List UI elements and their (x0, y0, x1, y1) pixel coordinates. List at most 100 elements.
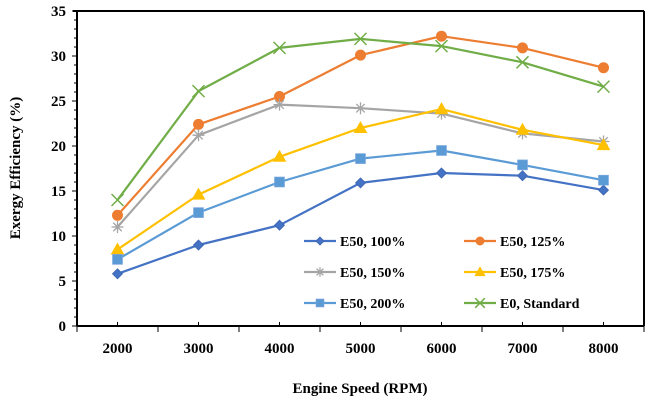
triangle-marker (272, 149, 287, 162)
legend: E50, 100% E50, 125% E50, 150% E50, 175% E50,… (304, 235, 580, 312)
data-point (274, 176, 285, 188)
y-axis-title: Exergy Efficiency (%) (8, 97, 24, 239)
square-marker (193, 207, 204, 218)
data-point (111, 268, 124, 280)
data-point (111, 221, 124, 233)
data-point (354, 102, 367, 115)
y-tick-label: 0 (59, 319, 67, 335)
data-point (515, 55, 530, 69)
series-layer (110, 30, 611, 280)
legend-marker (475, 236, 485, 246)
circle-marker (517, 42, 528, 54)
circle-marker (355, 49, 366, 61)
data-point (515, 122, 530, 135)
square-marker (315, 298, 325, 308)
asterisk-marker (111, 221, 124, 233)
square-marker (598, 174, 609, 186)
legend-item: E50, 100% (304, 235, 405, 250)
y-tick-label: 20 (51, 139, 66, 155)
data-point (192, 239, 205, 251)
data-point (516, 170, 529, 182)
y-tick-label: 5 (59, 274, 67, 290)
circle-marker (598, 62, 609, 74)
circle-marker (112, 209, 123, 221)
data-point (597, 184, 610, 196)
data-point (273, 219, 286, 231)
data-point (112, 254, 123, 265)
circle-marker (436, 30, 447, 42)
legend-label: E50, 125% (500, 235, 565, 250)
x-tick-label: 3000 (184, 341, 214, 357)
y-tick-label: 10 (51, 229, 66, 245)
x-marker (191, 84, 206, 98)
data-point (193, 207, 204, 218)
diamond-marker (315, 236, 325, 246)
asterisk-marker (315, 267, 325, 277)
x-marker (353, 32, 368, 46)
data-point (272, 149, 287, 162)
x-marker (515, 55, 530, 69)
square-marker (517, 159, 528, 171)
series-e50-100 (111, 167, 610, 280)
square-marker (436, 145, 447, 156)
series-e50-175 (110, 102, 611, 255)
x-tick-label: 2000 (103, 341, 133, 357)
data-point (354, 177, 367, 189)
series-e50-150 (111, 98, 610, 233)
axes (72, 10, 645, 332)
square-marker (355, 153, 366, 164)
y-tick-labels: 0 5 10 15 20 25 30 35 (51, 4, 66, 335)
x-marker (596, 80, 611, 94)
legend-label: E0, Standard (500, 297, 580, 312)
series-e50-200 (112, 145, 609, 265)
data-point (598, 174, 609, 186)
legend-label: E50, 200% (340, 297, 405, 312)
data-point (596, 80, 611, 94)
legend-label: E50, 175% (500, 266, 565, 281)
diamond-marker (435, 167, 448, 179)
triangle-marker (474, 266, 486, 277)
diamond-marker (273, 219, 286, 231)
x-tick-label: 7000 (508, 341, 538, 357)
square-marker (274, 176, 285, 188)
legend-item: E0, Standard (464, 297, 580, 312)
x-marker (474, 297, 486, 309)
legend-item: E50, 200% (304, 297, 405, 312)
square-marker (112, 254, 123, 265)
data-point (192, 129, 205, 142)
legend-label: E50, 150% (340, 266, 405, 281)
triangle-marker (191, 187, 206, 200)
diamond-marker (354, 177, 367, 189)
diamond-marker (192, 239, 205, 251)
triangle-marker (353, 120, 368, 133)
series-e50-125 (112, 30, 609, 221)
data-point (436, 145, 447, 156)
x-tick-label: 5000 (346, 341, 376, 357)
triangle-marker (434, 102, 449, 115)
triangle-marker (515, 122, 530, 135)
data-point (353, 32, 368, 46)
data-point (517, 159, 528, 171)
data-point (353, 120, 368, 133)
data-point (272, 41, 287, 55)
x-marker (434, 39, 449, 53)
y-tick-label: 25 (51, 94, 66, 110)
diamond-marker (516, 170, 529, 182)
x-marker (272, 41, 287, 55)
legend-label: E50, 100% (340, 235, 405, 250)
x-tick-label: 4000 (265, 341, 295, 357)
diamond-marker (111, 268, 124, 280)
y-tick-label: 15 (51, 184, 66, 200)
diamond-marker (597, 184, 610, 196)
x-axis-title: Engine Speed (RPM) (293, 381, 428, 397)
data-point (110, 242, 125, 255)
data-point (191, 84, 206, 98)
x-tick-labels: 2000 3000 4000 5000 6000 7000 8000 (103, 341, 619, 357)
legend-marker (315, 267, 325, 277)
data-point (598, 62, 609, 74)
legend-marker (474, 297, 486, 309)
data-point (355, 153, 366, 164)
data-point (193, 118, 204, 130)
legend-marker (474, 266, 486, 277)
